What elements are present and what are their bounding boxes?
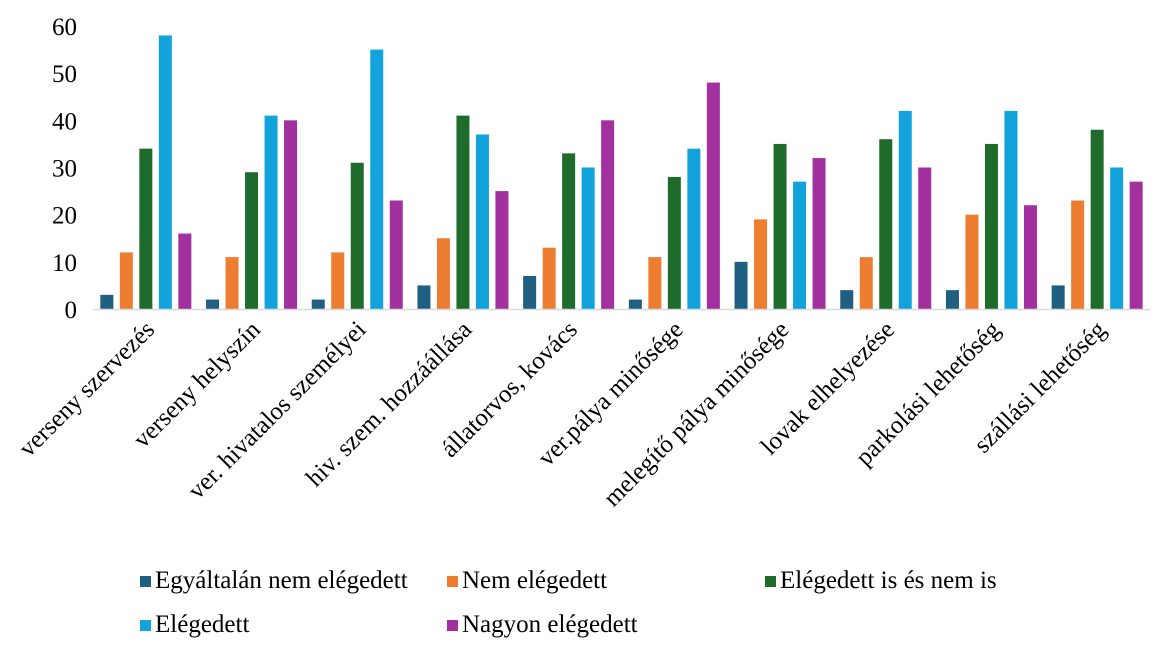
bar: [523, 275, 537, 309]
bar: [687, 148, 701, 309]
bar: [139, 148, 153, 309]
bar: [840, 290, 854, 309]
legend-swatch: [447, 576, 458, 587]
legend-swatch: [447, 620, 458, 631]
bar: [812, 158, 826, 309]
bar: [456, 115, 470, 310]
bar: [1090, 129, 1104, 309]
bar: [542, 247, 556, 309]
bar: [284, 120, 298, 309]
bar: [581, 167, 595, 309]
y-tick-label: 30: [52, 156, 77, 183]
bar: [879, 139, 893, 309]
bar: [706, 82, 720, 309]
bar: [417, 285, 431, 309]
bar: [225, 257, 239, 309]
bar: [648, 257, 662, 309]
bar: [436, 238, 450, 309]
bar: [965, 214, 979, 309]
bar: [389, 200, 403, 309]
y-tick-label: 40: [52, 108, 77, 135]
bar: [628, 299, 642, 309]
legend-label: Egyáltalán nem elégedett: [155, 567, 408, 594]
bar: [734, 261, 748, 309]
bar: [475, 134, 489, 309]
y-tick-label: 60: [52, 14, 77, 41]
legend-swatch: [140, 620, 151, 631]
bar: [754, 219, 768, 309]
y-tick-label: 50: [52, 61, 77, 88]
bar: [1023, 205, 1037, 309]
bar: [945, 290, 959, 309]
bar: [984, 143, 998, 309]
legend-label: Elégedett is és nem is: [780, 567, 997, 594]
bar: [311, 299, 325, 309]
y-tick-label: 0: [65, 297, 78, 324]
bar: [793, 181, 807, 309]
bar: [206, 299, 220, 309]
y-tick-label: 10: [52, 250, 77, 277]
bar: [331, 252, 345, 309]
bar: [178, 233, 192, 309]
legend-swatch: [765, 576, 776, 587]
bar: [100, 294, 114, 309]
bars: [100, 35, 1143, 310]
bar: [1051, 285, 1065, 309]
bar: [495, 191, 509, 309]
y-tick-label: 20: [52, 203, 77, 230]
bar: [245, 172, 259, 309]
bar: [1071, 200, 1085, 309]
bar: [562, 153, 576, 309]
bar: [1004, 110, 1018, 310]
category-label: ver. hivatalos személyei: [183, 316, 371, 504]
bar: [1110, 167, 1124, 309]
bar: [1129, 181, 1143, 309]
legend: Egyáltalán nem elégedett Nem elégedett Elé…: [140, 567, 997, 638]
legend-swatch: [140, 576, 151, 587]
legend-label: Nem elégedett: [462, 567, 607, 594]
bar: [859, 257, 873, 309]
bar: [119, 252, 133, 309]
bar: [158, 35, 172, 310]
bar: [601, 120, 615, 309]
bar: [773, 143, 787, 309]
category-label: melegítő pálya minősége: [598, 316, 794, 512]
legend-label: Elégedett: [155, 611, 249, 638]
bar: [898, 110, 912, 310]
y-axis-ticks: 0 10 20 30 40 50 60: [52, 14, 77, 324]
bar: [667, 176, 681, 309]
bar: [918, 167, 932, 309]
bar: [350, 162, 364, 309]
bar: [264, 115, 278, 310]
bar: [370, 49, 384, 309]
legend-label: Nagyon elégedett: [462, 611, 638, 638]
